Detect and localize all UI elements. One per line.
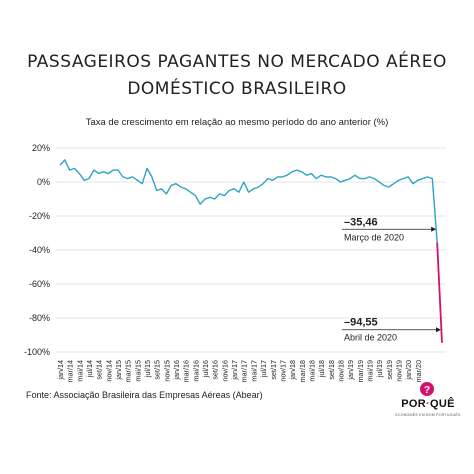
- question-mark-icon: ?: [420, 382, 434, 396]
- y-tick-label: -100%: [24, 347, 50, 357]
- svg-text:?: ?: [424, 385, 430, 396]
- logo-word-a: POR: [401, 398, 427, 410]
- x-tick-label: set/15: [153, 360, 162, 380]
- x-tick-label: set/19: [385, 360, 394, 380]
- x-tick-label: jan/17: [230, 360, 239, 381]
- x-tick-label: mar/18: [298, 360, 307, 382]
- chart-title-line-2: DOMÉSTICO BRASILEIRO: [127, 79, 347, 99]
- x-tick-label: jan/15: [114, 360, 123, 381]
- x-tick-label: nov/17: [278, 360, 287, 382]
- annotation-label: Março de 2020: [344, 232, 404, 242]
- annotation-arrowhead: [436, 327, 441, 333]
- source-note: Fonte: Associação Brasileira das Empresa…: [26, 390, 263, 400]
- x-tick-label: mar/15: [124, 360, 133, 382]
- x-tick-label: mar/20: [414, 360, 423, 382]
- series-line-drop: [436, 242, 443, 343]
- x-tick-label: set/17: [269, 360, 278, 380]
- x-tick-label: set/18: [327, 360, 336, 380]
- x-tick-label: mai/18: [307, 360, 316, 382]
- x-tick-label: jul/17: [259, 360, 268, 378]
- x-axis-ticks: jan/14 mar/14 mai/14 jul/14 set/14 nov/14 jan/…: [56, 360, 423, 382]
- x-tick-label: jul/16: [201, 360, 210, 378]
- annotation-arrowhead: [431, 226, 437, 232]
- x-tick-label: mar/19: [356, 360, 365, 382]
- x-tick-label: nov/19: [394, 360, 403, 382]
- x-tick-label: jan/14: [56, 360, 65, 381]
- x-tick-label: nov/18: [336, 360, 345, 382]
- annotation-label: Abril de 2020: [344, 333, 397, 343]
- annotation-value: –35,46: [344, 216, 378, 228]
- x-tick-label: mar/17: [240, 360, 249, 382]
- x-tick-label: jul/14: [85, 360, 94, 378]
- x-tick-label: jul/15: [143, 360, 152, 378]
- x-tick-label: mai/16: [191, 360, 200, 382]
- y-tick-label: 0%: [37, 177, 50, 187]
- x-tick-label: nov/15: [162, 360, 171, 382]
- x-tick-label: jan/18: [288, 360, 297, 381]
- x-tick-label: mai/19: [365, 360, 374, 382]
- y-tick-label: -60%: [29, 279, 50, 289]
- x-tick-label: mai/14: [75, 360, 84, 382]
- x-tick-label: jul/18: [317, 360, 326, 378]
- y-tick-label: -20%: [29, 211, 50, 221]
- x-tick-label: nov/14: [104, 360, 113, 382]
- series-line-main: [59, 159, 438, 243]
- x-tick-label: nov/16: [220, 360, 229, 382]
- annotation-value: –94,55: [344, 317, 378, 329]
- x-tick-label: jan/16: [172, 360, 181, 381]
- x-tick-label: set/16: [211, 360, 220, 380]
- x-tick-label: mar/14: [66, 360, 75, 382]
- y-tick-label: 20%: [32, 143, 50, 153]
- x-tick-label: jan/19: [346, 360, 355, 381]
- y-tick-label: -40%: [29, 245, 50, 255]
- chart-subtitle: Taxa de crescimento em relação ao mesmo …: [85, 117, 389, 128]
- x-tick-label: mar/16: [182, 360, 191, 382]
- chart-title-line-1: PASSAGEIROS PAGANTES NO MERCADO AÉREO: [27, 52, 447, 72]
- y-axis-ticks: 20% 0% -20% -40% -60% -80% -100%: [24, 143, 50, 357]
- logo-tagline: ECONOMÊS EM BOM PORTUGUÊS: [395, 413, 461, 417]
- grid-lines: [56, 147, 446, 353]
- x-tick-label: set/14: [95, 360, 104, 380]
- logo-word-b: QUÊ: [429, 398, 455, 410]
- x-tick-label: jan/20: [404, 360, 413, 381]
- annotations: –35,46 Março de 2020 –94,55 Abril de 2020: [342, 216, 441, 343]
- x-tick-label: jul/19: [375, 360, 384, 378]
- series-lines: [59, 159, 443, 343]
- x-tick-label: mai/15: [133, 360, 142, 382]
- logo-wordmark: POR·QUÊ: [401, 398, 455, 410]
- x-tick-label: mai/17: [249, 360, 258, 382]
- y-tick-label: -80%: [29, 313, 50, 323]
- porque-logo: ? POR·QUÊ ECONOMÊS EM BOM PORTUGUÊS: [392, 382, 464, 422]
